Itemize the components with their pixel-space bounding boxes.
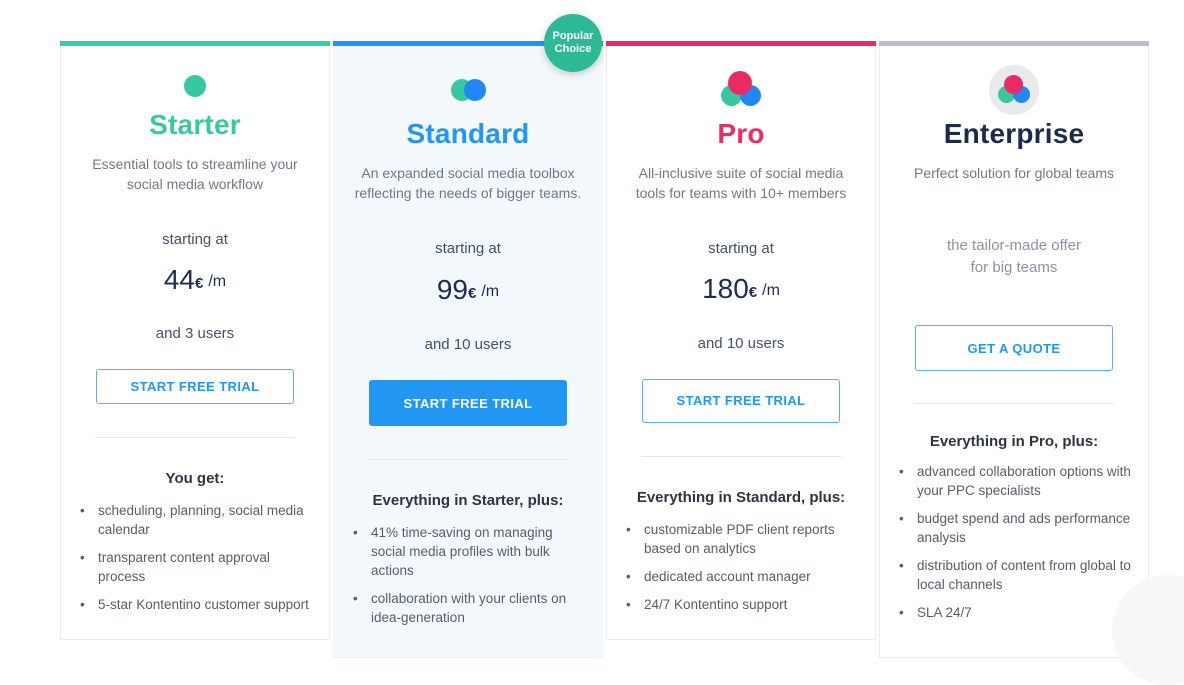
standard-accent-bar: [333, 41, 603, 46]
plan-column-standard: Standard An expanded social media toolbo…: [333, 41, 603, 658]
feature-item: scheduling, planning, social media calen…: [77, 501, 313, 539]
feature-item: 24/7 Kontentino support: [623, 595, 859, 614]
price: 99 €/m: [437, 273, 499, 307]
plan-description: Perfect solution for global teams: [914, 165, 1114, 181]
enterprise-card: Enterprise Perfect solution for global t…: [879, 46, 1149, 658]
users-note: and 10 users: [697, 334, 785, 352]
feature-item: 5-star Kontentino customer support: [77, 595, 313, 614]
feature-item: dedicated account manager: [623, 567, 859, 586]
plan-column-pro: Pro All-inclusive suite of social media …: [606, 41, 876, 658]
popular-choice-badge: Popular Choice: [544, 14, 602, 72]
features-list: 41% time-saving on managing social media…: [350, 523, 586, 636]
price-period: /m: [481, 282, 500, 300]
plan-column-starter: Starter Essential tools to streamline yo…: [60, 41, 330, 658]
plan-title: Starter: [149, 109, 241, 140]
pricing-table: Starter Essential tools to streamline yo…: [60, 41, 1149, 658]
standard-dots-icon: [450, 72, 486, 108]
price-amount: 99: [436, 274, 469, 305]
features-title: You get:: [165, 470, 225, 487]
price-amount: 44: [163, 264, 196, 295]
starter-dot-icon: [184, 72, 206, 99]
enterprise-accent-bar: [879, 41, 1149, 46]
tailor-made-note: the tailor-made offer for big teams: [947, 235, 1081, 279]
feature-item: collaboration with your clients on idea-…: [350, 589, 586, 627]
gray-circle-icon: [989, 65, 1039, 115]
feature-item: advanced collaboration options with your…: [896, 462, 1132, 500]
price-currency: €: [468, 284, 477, 302]
starter-card: Starter Essential tools to streamline yo…: [60, 46, 330, 640]
plan-description: Essential tools to streamline your socia…: [92, 156, 298, 192]
pro-dots-icon: [718, 71, 764, 109]
badge-line2: Choice: [554, 43, 592, 55]
price-amount: 180: [702, 273, 749, 305]
blue-dot-icon: [463, 79, 486, 101]
divider: [95, 437, 295, 438]
price: 180 €/m: [702, 273, 780, 306]
plan-title: Pro: [717, 118, 765, 149]
divider: [368, 459, 568, 460]
features-list: customizable PDF client reports based on…: [623, 520, 859, 623]
standard-card: Standard An expanded social media toolbo…: [333, 46, 603, 658]
users-note: and 10 users: [424, 336, 512, 353]
three-dots-icon: [997, 75, 1031, 105]
features-list: advanced collaboration options with your…: [896, 462, 1132, 631]
pink-dot-icon: [1004, 75, 1023, 94]
plan-description: An expanded social media toolbox reflect…: [354, 165, 582, 201]
price-currency: €: [748, 283, 758, 301]
pro-card: Pro All-inclusive suite of social media …: [606, 46, 876, 640]
feature-item: 41% time-saving on managing social media…: [350, 523, 586, 580]
starter-accent-bar: [60, 41, 330, 46]
features-list: scheduling, planning, social media calen…: [77, 501, 313, 623]
enterprise-dots-icon: [989, 65, 1039, 115]
feature-item: budget spend and ads performance analysi…: [896, 509, 1132, 547]
tailor-note-line1: the tailor-made offer: [947, 237, 1081, 254]
start-free-trial-button[interactable]: START FREE TRIAL: [642, 378, 840, 423]
feature-item: SLA 24/7: [896, 603, 1132, 622]
plan-title: Enterprise: [943, 118, 1085, 149]
feature-item: transparent content approval process: [77, 548, 313, 586]
features-title: Everything in Pro, plus:: [929, 433, 1099, 450]
features-title: Everything in Standard, plus:: [636, 489, 846, 506]
tailor-note-line2: for big teams: [970, 259, 1058, 276]
divider: [914, 403, 1114, 404]
price-prefix: starting at: [435, 240, 501, 257]
green-dot-icon: [184, 74, 206, 97]
price-currency: €: [195, 274, 204, 292]
price-prefix: starting at: [162, 231, 228, 248]
price: 44 €/m: [164, 264, 226, 296]
start-free-trial-button[interactable]: START FREE TRIAL: [369, 380, 567, 426]
price-prefix: starting at: [708, 240, 774, 257]
price-period: /m: [762, 281, 780, 299]
feature-item: distribution of content from global to l…: [896, 556, 1132, 594]
three-dots-icon: [718, 71, 764, 109]
pink-dot-icon: [728, 71, 752, 95]
users-note: and 3 users: [155, 325, 235, 342]
start-free-trial-button[interactable]: START FREE TRIAL: [96, 369, 294, 404]
feature-item: customizable PDF client reports based on…: [623, 520, 859, 558]
pro-accent-bar: [606, 41, 876, 46]
badge-line1: Popular: [552, 30, 594, 42]
divider: [641, 456, 841, 457]
features-title: Everything in Starter, plus:: [372, 492, 564, 509]
plan-column-enterprise: Enterprise Perfect solution for global t…: [879, 41, 1149, 658]
plan-title: Standard: [406, 118, 530, 149]
get-a-quote-button[interactable]: GET A QUOTE: [915, 325, 1113, 371]
plan-description: All-inclusive suite of social media tool…: [635, 165, 847, 201]
price-period: /m: [208, 272, 227, 290]
